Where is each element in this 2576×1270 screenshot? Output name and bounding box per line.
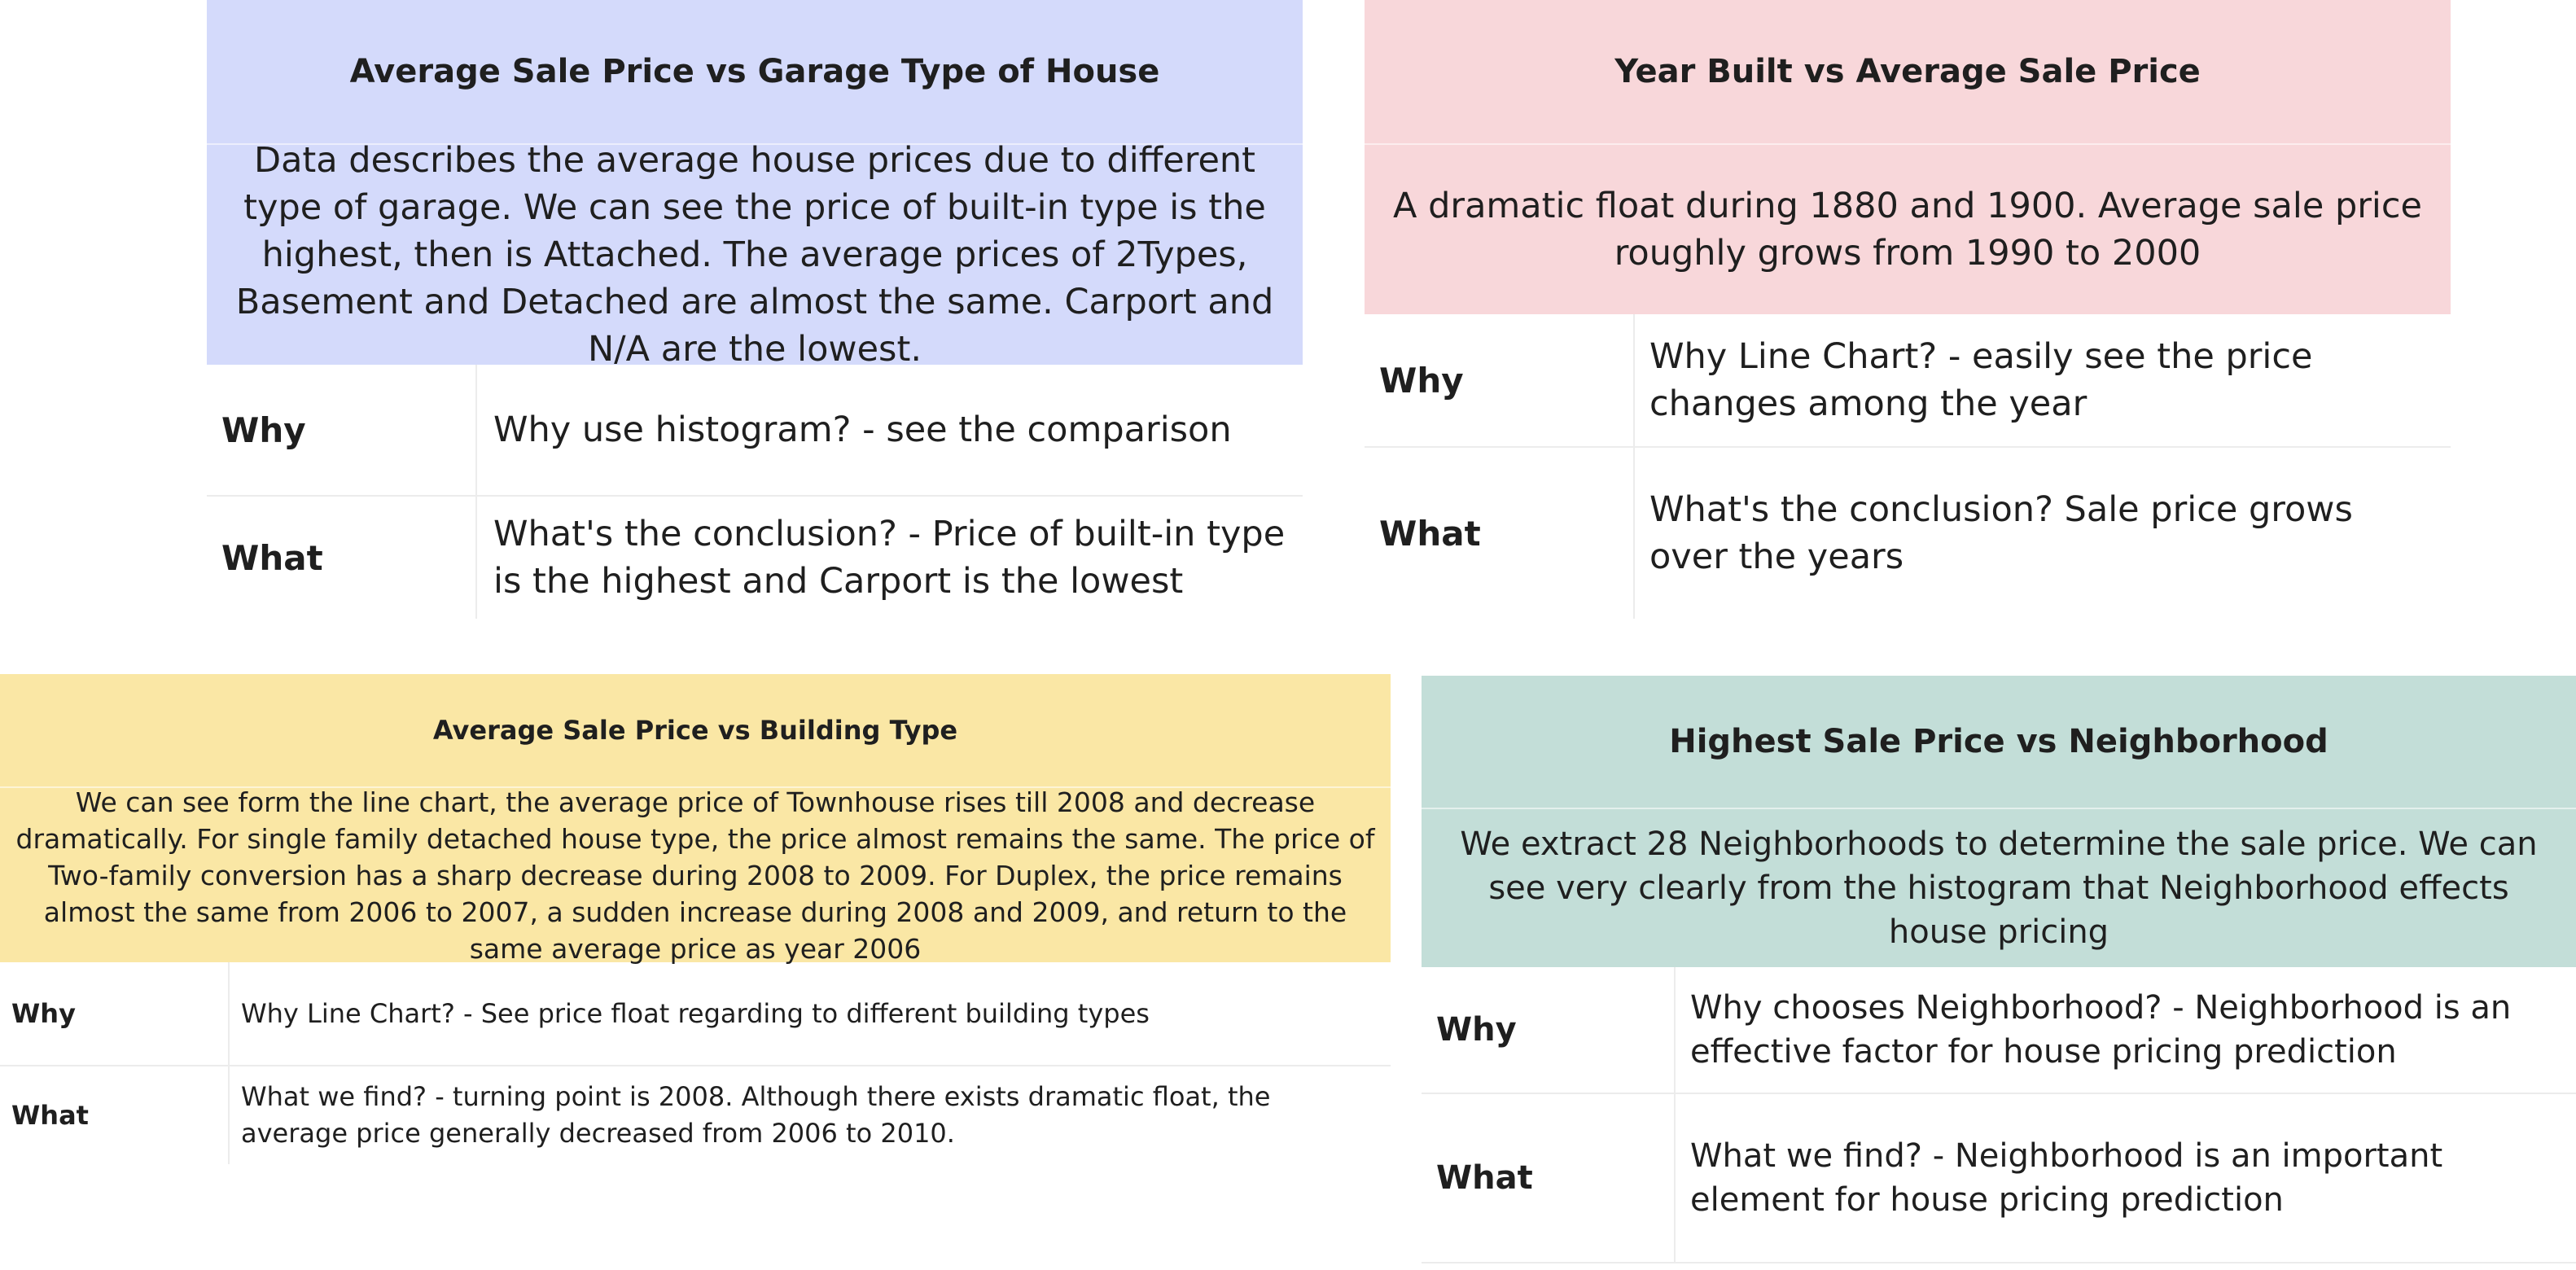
card-title: Average Sale Price vs Garage Type of Hou… [207, 0, 1303, 143]
what-text: What's the conclusion? - Price of built-… [493, 514, 1286, 602]
why-label: Why [0, 962, 230, 1065]
what-label: What [1365, 448, 1635, 619]
card-description: We extract 28 Neighborhoods to determine… [1422, 808, 2576, 967]
why-text: Why chooses Neighborhood? - Neighborhood… [1690, 989, 2512, 1071]
why-text: Why Line Chart? - easily see the price c… [1649, 336, 2313, 424]
card-building-type: Average Sale Price vs Building Type We c… [0, 674, 1391, 1164]
card-year-built: Year Built vs Average Sale Price A drama… [1365, 0, 2451, 619]
why-row: Why Why Line Chart? - easily see the pri… [1365, 314, 2451, 448]
what-label: What [0, 1066, 230, 1164]
why-label: Why [1422, 967, 1676, 1093]
why-row: Why Why chooses Neighborhood? - Neighbor… [1422, 967, 2576, 1094]
what-text: What's the conclusion? Sale price grows … [1649, 489, 2353, 577]
what-label: What [1422, 1094, 1676, 1262]
why-text: Why Line Chart? - See price float regard… [241, 997, 1150, 1029]
card-title: Year Built vs Average Sale Price [1365, 0, 2451, 143]
why-row: Why Why use histogram? - see the compari… [207, 365, 1303, 497]
card-description: A dramatic float during 1880 and 1900. A… [1365, 143, 2451, 314]
why-text: Why use histogram? - see the comparison [493, 409, 1232, 450]
why-label: Why [207, 365, 477, 495]
card-description: Data describes the average house prices … [207, 140, 1303, 370]
card-title: Highest Sale Price vs Neighborhood [1422, 676, 2576, 808]
why-row: Why Why Line Chart? - See price float re… [0, 962, 1391, 1066]
what-row: What What we find? - turning point is 20… [0, 1066, 1391, 1164]
what-text: What we find? - turning point is 2008. A… [241, 1081, 1271, 1149]
card-garage-type: Average Sale Price vs Garage Type of Hou… [207, 0, 1303, 619]
why-label: Why [1365, 314, 1635, 446]
what-row: What What's the conclusion? - Price of b… [207, 497, 1303, 619]
what-row: What What's the conclusion? Sale price g… [1365, 448, 2451, 619]
card-title: Average Sale Price vs Building Type [0, 674, 1391, 786]
what-row: What What we find? - Neighborhood is an … [1422, 1094, 2576, 1263]
what-label: What [207, 497, 477, 619]
card-description: We can see form the line chart, the aver… [0, 786, 1391, 965]
card-neighborhood: Highest Sale Price vs Neighborhood We ex… [1422, 676, 2576, 1263]
what-text: What we find? - Neighborhood is an impor… [1690, 1137, 2443, 1219]
